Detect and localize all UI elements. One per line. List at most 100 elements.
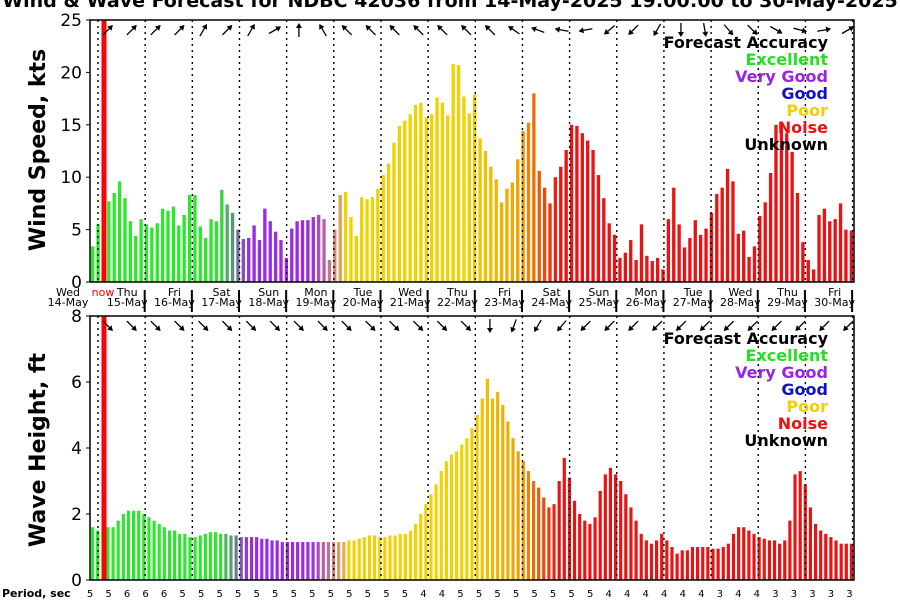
wave-y-tick-label: 6 (71, 373, 82, 393)
wind-bar (150, 227, 154, 282)
wave-bar (496, 391, 500, 580)
wave-bar (419, 514, 423, 580)
wind-arrow-head (131, 25, 137, 31)
wave-direction-arrow (580, 320, 591, 331)
wave-direction-arrow (150, 320, 161, 331)
wind-arrow-head (801, 27, 808, 34)
period-value: 3 (717, 589, 723, 600)
wave-arrow-head (107, 325, 113, 331)
wind-bar (790, 152, 794, 282)
wave-bar (429, 494, 433, 580)
wind-arrow-head (848, 26, 855, 32)
wind-bar (182, 214, 186, 282)
wave-arrow-head (510, 326, 516, 333)
wind-direction-arrow (531, 26, 545, 34)
wind-bar (575, 125, 579, 283)
day-name-label: Sat (543, 286, 562, 299)
wave-bar (567, 477, 572, 580)
period-value: 5 (568, 589, 574, 600)
wave-legend-entry: Very Good (735, 363, 828, 382)
wave-bar (137, 510, 141, 580)
wave-direction-arrow (510, 319, 517, 333)
wind-bar (247, 237, 251, 282)
wind-bar (273, 231, 278, 282)
wind-bar (306, 220, 310, 282)
wave-arrow-head (580, 325, 587, 331)
wave-bar (793, 474, 797, 580)
wind-bar (343, 191, 348, 282)
wave-arrow-head (345, 325, 352, 331)
wave-arrow-head (675, 325, 682, 331)
wind-arrow-head (178, 25, 185, 31)
wave-bar (501, 405, 505, 580)
wave-arrow-head (843, 325, 849, 331)
wind-arrow-head (249, 23, 255, 30)
wind-arrow-head (154, 25, 161, 31)
wind-bar (715, 193, 719, 282)
day-date-label: 15-May (107, 296, 148, 309)
wind-bar (580, 133, 584, 282)
wave-bar (485, 378, 489, 580)
wind-bar (569, 124, 574, 282)
day-name-label: Thu (116, 286, 138, 299)
wave-bar (90, 527, 95, 580)
wind-bar (811, 269, 816, 282)
wave-bar (152, 520, 156, 580)
wind-direction-arrow (247, 23, 255, 37)
wave-bar (203, 533, 207, 580)
wave-arrow-head (441, 325, 448, 331)
wave-bar (696, 547, 700, 580)
wind-bar (774, 124, 778, 282)
wind-bar (413, 104, 418, 282)
wind-bar (300, 220, 305, 282)
wave-bar (747, 530, 751, 580)
wind-bar (456, 65, 461, 283)
wave-bar (167, 530, 172, 580)
wave-bar (439, 471, 443, 580)
wave-legend-entry: Unknown (744, 431, 828, 450)
wave-arrow-head (178, 325, 185, 331)
wind-bar (779, 121, 784, 282)
wave-arrow-head (747, 325, 754, 331)
wave-bar (331, 542, 336, 580)
wave-arrow-head (557, 325, 563, 332)
wind-direction-arrow (295, 23, 302, 37)
wave-bar (593, 517, 597, 580)
wave-bar (460, 444, 464, 580)
wave-bar (655, 540, 659, 580)
period-value: 4 (735, 589, 741, 600)
wave-bar (449, 454, 454, 580)
day-date-label: 16-May (154, 296, 195, 309)
wind-direction-arrow (150, 25, 161, 36)
wave-y-tick-label: 2 (71, 505, 82, 525)
wave-direction-arrows (102, 319, 854, 333)
wind-bar (279, 240, 283, 282)
wave-bar (619, 481, 623, 580)
wind-bar (801, 242, 805, 282)
wave-direction-arrow (771, 320, 782, 331)
period-value: 3 (846, 589, 852, 600)
wind-direction-arrow (677, 23, 684, 37)
day-name-label: Tue (683, 286, 703, 299)
wind-bar (618, 257, 622, 282)
wave-direction-arrow (604, 320, 615, 331)
wave-bar (183, 533, 187, 580)
wave-bar (280, 542, 284, 580)
wind-bar (526, 122, 531, 282)
wave-bar (639, 533, 643, 580)
wind-direction-arrow (461, 25, 472, 36)
wave-bar (706, 547, 710, 580)
wind-bar (360, 197, 364, 282)
wave-bar (321, 542, 325, 580)
wind-arrow-head (603, 28, 610, 35)
wind-arrow-head (389, 25, 396, 31)
wave-bar (829, 537, 833, 580)
wave-direction-arrow (675, 320, 687, 331)
wind-bar (516, 159, 520, 282)
wave-direction-arrow (341, 320, 352, 331)
wind-arrow-head (413, 25, 420, 31)
wave-bar (808, 507, 813, 580)
wind-direction-arrow (221, 25, 233, 36)
